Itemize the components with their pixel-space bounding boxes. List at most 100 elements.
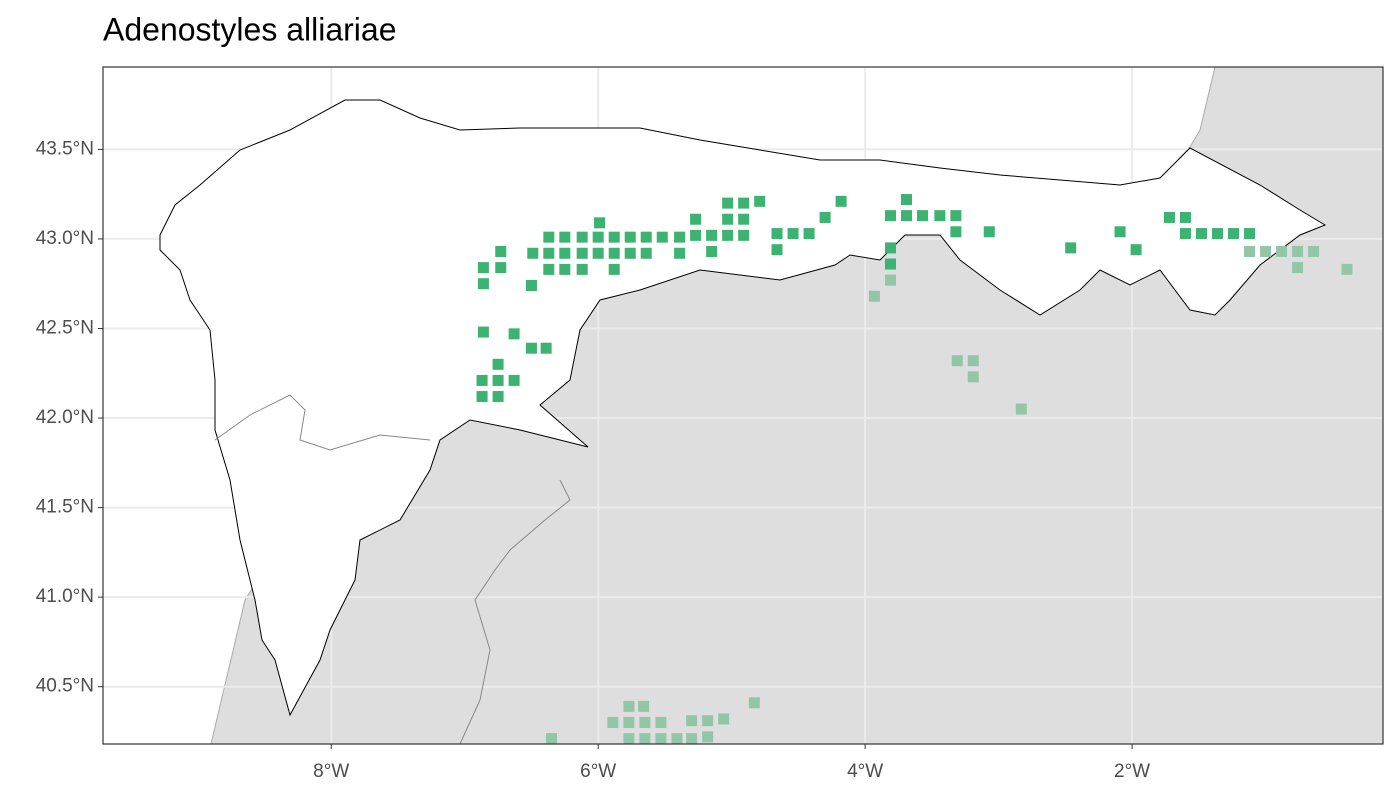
- occurrence-point: [1341, 263, 1353, 275]
- occurrence-point: [592, 231, 604, 243]
- occurrence-point: [1244, 245, 1256, 257]
- occurrence-point: [738, 213, 750, 225]
- occurrence-point: [1276, 245, 1288, 257]
- occurrence-point: [884, 274, 896, 286]
- occurrence-point: [738, 197, 750, 209]
- x-tick-label: 2°W: [1114, 761, 1150, 782]
- occurrence-point: [543, 247, 555, 259]
- occurrence-point: [638, 700, 650, 712]
- y-tick-label: 42.0°N: [36, 407, 94, 428]
- occurrence-point: [608, 247, 620, 259]
- occurrence-point: [655, 733, 667, 744]
- occurrence-point: [525, 280, 537, 292]
- occurrence-point: [623, 700, 635, 712]
- occurrence-point: [492, 358, 504, 370]
- occurrence-point: [476, 374, 488, 386]
- y-tick-label: 43.0°N: [36, 228, 94, 249]
- occurrence-point: [722, 197, 734, 209]
- occurrence-point: [655, 717, 667, 729]
- occurrence-point: [559, 231, 571, 243]
- occurrence-point: [576, 263, 588, 275]
- occurrence-point: [819, 211, 831, 223]
- occurrence-point: [1308, 245, 1320, 257]
- occurrence-point: [623, 733, 635, 744]
- occurrence-point: [674, 247, 686, 259]
- occurrence-point: [624, 247, 636, 259]
- occurrence-point: [543, 263, 555, 275]
- occurrence-point: [545, 733, 557, 744]
- y-tick-label: 43.5°N: [36, 138, 94, 159]
- occurrence-point: [690, 229, 702, 241]
- occurrence-point: [639, 733, 651, 744]
- occurrence-point: [1260, 245, 1272, 257]
- occurrence-point: [1244, 228, 1256, 240]
- occurrence-point: [901, 194, 913, 206]
- occurrence-point: [640, 231, 652, 243]
- occurrence-point: [950, 210, 962, 222]
- occurrence-point: [917, 210, 929, 222]
- occurrence-point: [884, 258, 896, 270]
- border: [214, 394, 571, 744]
- occurrence-point: [508, 374, 520, 386]
- y-tick-label: 40.5°N: [36, 676, 94, 697]
- occurrence-point: [722, 229, 734, 241]
- x-tick-label: 6°W: [580, 761, 616, 782]
- occurrence-point: [706, 229, 718, 241]
- occurrence-point: [702, 715, 714, 727]
- occurrence-point: [771, 244, 783, 256]
- occurrence-point: [702, 731, 714, 743]
- occurrence-point: [901, 210, 913, 222]
- occurrence-point: [787, 228, 799, 240]
- occurrence-point: [722, 213, 734, 225]
- axes: 8°W 6°W 4°W 2°W 40.5°N 41.0°N 41.5°N 42.0°N 42.5…: [36, 138, 1150, 782]
- occurrence-point: [477, 262, 489, 274]
- occurrence-point: [527, 247, 539, 259]
- occurrence-point: [559, 263, 571, 275]
- occurrence-point: [868, 290, 880, 302]
- occurrence-point: [492, 391, 504, 403]
- y-tick-label: 42.5°N: [36, 318, 94, 339]
- occurrence-point: [623, 717, 635, 729]
- occurrence-point: [640, 247, 652, 259]
- occurrence-point: [835, 195, 847, 207]
- occurrence-point: [594, 217, 606, 229]
- occurrence-point: [967, 371, 979, 383]
- occurrence-point: [543, 231, 555, 243]
- plot-frame: [102, 66, 1384, 745]
- map-layer: [103, 67, 1383, 744]
- occurrence-point: [1211, 228, 1223, 240]
- occurrence-point: [1114, 226, 1126, 238]
- occurrence-point: [592, 247, 604, 259]
- x-tick-label: 4°W: [847, 761, 883, 782]
- occurrence-point: [477, 278, 489, 290]
- occurrence-point: [576, 231, 588, 243]
- occurrence-point: [656, 231, 668, 243]
- occurrence-point: [1228, 228, 1240, 240]
- occurrence-point: [671, 733, 683, 744]
- occurrence-point: [1292, 262, 1304, 274]
- x-tick-label: 8°W: [313, 761, 349, 782]
- occurrence-point: [1179, 228, 1191, 240]
- region: [159, 99, 1327, 717]
- points: [476, 194, 1353, 744]
- occurrence-point: [690, 213, 702, 225]
- occurrence-point: [495, 245, 507, 257]
- occurrence-point: [624, 231, 636, 243]
- occurrence-point: [686, 715, 698, 727]
- occurrence-point: [476, 391, 488, 403]
- occurrence-point: [686, 733, 698, 744]
- occurrence-point: [1179, 211, 1191, 223]
- occurrence-point: [559, 247, 571, 259]
- occurrence-point: [748, 697, 760, 709]
- occurrence-point: [576, 247, 588, 259]
- occurrence-point: [495, 262, 507, 274]
- occurrence-point: [738, 229, 750, 241]
- occurrence-point: [639, 717, 651, 729]
- occurrence-point: [950, 226, 962, 238]
- occurrence-point: [771, 228, 783, 240]
- occurrence-point: [492, 374, 504, 386]
- chart-title: Adenostyles alliariae: [103, 11, 397, 47]
- occurrence-point: [754, 195, 766, 207]
- occurrence-point: [803, 228, 815, 240]
